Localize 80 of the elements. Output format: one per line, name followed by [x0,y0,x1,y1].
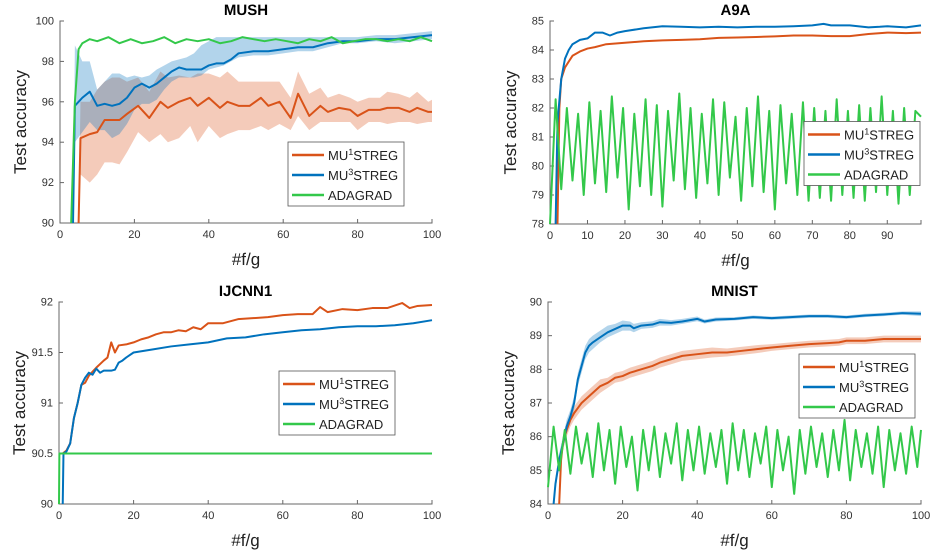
y-tick-label: 78 [532,218,544,231]
x-tick-label: 10 [581,230,594,242]
y-tick-label: 100 [36,16,54,28]
y-tick-label: 92 [42,177,54,190]
y-tick-label: 80 [532,160,544,173]
y-axis-title: Test accuracy [501,70,520,174]
y-tick-label: 79 [532,190,544,202]
x-tick-label: 50 [731,230,744,242]
y-tick-label: 81 [532,132,544,144]
legend-label: MU$^{1}$STREG [844,126,914,142]
x-tick-label: 60 [277,228,290,241]
y-tick-label: 90 [530,296,542,309]
x-tick-label: 90 [881,230,894,242]
legend-label: ADAGRAD [328,188,392,203]
legend-label: MU$^{3}$STREG [328,167,398,183]
y-tick-label: 85 [530,464,542,477]
y-tick-label: 90.5 [32,448,53,460]
legend-label: ADAGRAD [839,400,904,415]
y-tick-label: 83 [532,74,544,86]
y-tick-label: 82 [532,102,544,115]
legend-label: MU$^{3}$STREG [839,379,910,395]
legend-label: MU$^{1}$STREG [839,359,910,375]
y-tick-label: 90 [40,498,53,511]
x-tick-label: 100 [422,510,442,522]
x-tick-label: 0 [544,510,552,522]
chart-title: A9A [720,2,751,19]
legend-label: ADAGRAD [844,168,908,182]
line-series [62,319,433,505]
x-axis-title: #f/g [720,531,749,550]
legend-label: MU$^{3}$STREG [319,396,390,412]
y-tick-label: 94 [42,136,54,149]
line-series [547,418,922,495]
y-tick-label: 98 [42,56,54,68]
y-tick-label: 88 [530,364,542,376]
x-tick-label: 0 [546,230,554,242]
legend-label: ADAGRAD [319,417,384,432]
y-axis-title: Test accuracy [499,350,518,455]
x-tick-label: 0 [56,510,62,522]
x-tick-label: 80 [351,228,364,241]
x-tick-label: 30 [656,230,669,242]
y-tick-label: 86 [530,431,542,444]
x-tick-label: 60 [768,230,781,242]
x-tick-label: 70 [806,230,818,242]
x-axis-title: #f/g [721,251,750,270]
x-tick-label: 20 [618,230,632,242]
y-tick-label: 87 [530,398,542,410]
x-tick-label: 100 [422,228,442,241]
y-tick-label: 96 [42,96,54,108]
y-tick-label: 85 [532,16,544,28]
legend-label: MU$^{1}$STREG [328,147,398,163]
y-axis-title: Test accuracy [10,350,29,455]
x-tick-label: 100 [912,510,930,522]
y-tick-label: 84 [532,44,544,57]
chart-title: MNIST [711,283,758,300]
legend-label: MU$^{1}$STREG [319,376,390,392]
x-tick-label: 60 [276,510,289,522]
chart-title: MUSH [224,2,268,19]
x-tick-label: 40 [202,228,215,241]
y-tick-label: 91 [40,398,53,410]
x-tick-label: 20 [128,228,141,241]
y-axis-title: Test accuracy [11,70,30,174]
x-tick-label: 80 [844,230,856,242]
x-axis-title: #f/g [232,250,260,269]
x-tick-label: 80 [351,510,364,522]
y-tick-label: 91.5 [32,347,53,360]
y-tick-label: 89 [530,330,542,342]
x-tick-label: 40 [202,510,214,522]
chart-title: IJCNN1 [218,283,272,300]
y-tick-label: 84 [530,498,542,511]
y-tick-label: 92 [40,296,53,309]
x-tick-label: 80 [840,510,853,522]
x-tick-label: 20 [616,510,629,522]
x-tick-label: 40 [691,510,704,522]
x-tick-label: 0 [56,228,64,241]
x-tick-label: 40 [694,230,706,242]
x-tick-label: 60 [766,510,778,522]
y-tick-label: 90 [42,218,54,230]
x-tick-label: 20 [127,510,140,522]
legend-label: MU$^{3}$STREG [844,146,914,162]
x-axis-title: #f/g [231,531,260,550]
